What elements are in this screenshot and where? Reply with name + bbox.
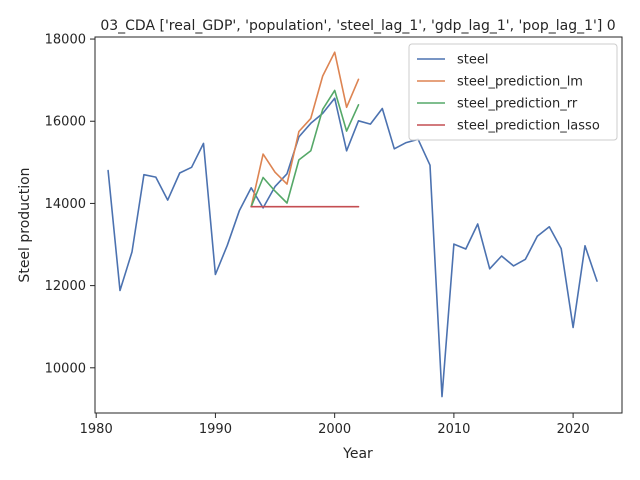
y-tick-label: 18000 xyxy=(45,33,86,48)
series-line-steel xyxy=(107,97,598,398)
legend-entry-label: steel_prediction_rr xyxy=(457,97,578,112)
x-tick-label: 2000 xyxy=(318,422,351,437)
y-axis-label: Steel production xyxy=(17,167,33,282)
legend: steel steel_prediction_lm steel_prediction… xyxy=(408,43,618,141)
x-tick-label: 2020 xyxy=(557,422,590,437)
y-axis: 10000 12000 14000 16000 18000 xyxy=(45,33,95,376)
series-layer xyxy=(107,51,598,398)
x-axis-label: Year xyxy=(342,446,373,462)
series-line-steel-prediction-lm xyxy=(250,51,360,208)
chart-title: 03_CDA ['real_GDP', 'population', 'steel… xyxy=(100,18,615,34)
x-tick-label: 1990 xyxy=(199,422,232,437)
legend-entry-label: steel xyxy=(457,53,488,68)
legend-entry-label: steel_prediction_lm xyxy=(457,75,583,90)
series-line-steel-prediction-rr xyxy=(250,89,360,208)
plot-frame xyxy=(94,36,623,414)
x-axis: 1980 1990 2000 2010 2020 xyxy=(80,413,590,437)
x-tick-label: 1980 xyxy=(80,422,113,437)
legend-entry-label: steel_prediction_lasso xyxy=(457,119,600,134)
y-tick-label: 10000 xyxy=(45,361,86,376)
y-tick-label: 16000 xyxy=(45,115,86,130)
y-tick-label: 14000 xyxy=(45,197,86,212)
x-tick-label: 2010 xyxy=(437,422,470,437)
legend-frame xyxy=(408,43,618,141)
y-tick-label: 12000 xyxy=(45,279,86,294)
